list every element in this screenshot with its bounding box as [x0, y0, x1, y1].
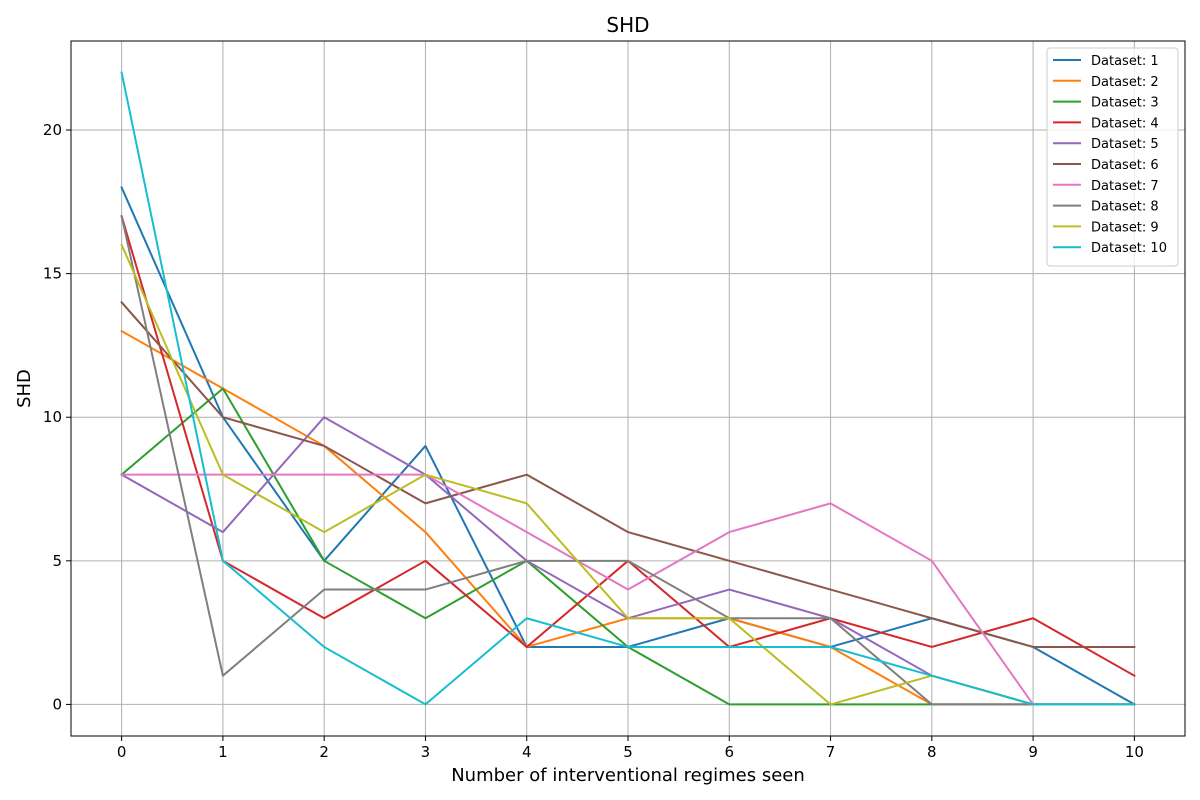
- legend: Dataset: 1 Dataset: 2 Dataset: 3 Dataset: 4…: [1046, 47, 1179, 267]
- axis-ticks: 0 1 2 3 4 5 6 7 8 9 10 0 5 10 15 20: [43, 121, 1144, 761]
- x-tick-label: 10: [1125, 743, 1144, 761]
- legend-label-6: Dataset: 6: [1091, 158, 1159, 173]
- x-tick-label: 7: [826, 743, 836, 761]
- x-tick-label: 2: [319, 743, 329, 761]
- legend-label-4: Dataset: 4: [1091, 116, 1159, 131]
- x-tick-label: 1: [218, 743, 228, 761]
- y-axis-label: SHD: [14, 369, 35, 408]
- series-line-6: [120, 300, 1136, 648]
- y-tick-label: 10: [43, 408, 62, 426]
- legend-label-1: Dataset: 1: [1091, 54, 1159, 69]
- y-tick-label: 15: [43, 265, 62, 283]
- x-tick-label: 8: [927, 743, 937, 761]
- legend-label-2: Dataset: 2: [1091, 75, 1159, 90]
- x-tick-label: 0: [117, 743, 127, 761]
- series-line-10: [120, 71, 1136, 706]
- y-tick-label: 5: [52, 552, 62, 570]
- legend-label-8: Dataset: 8: [1091, 200, 1159, 215]
- legend-label-7: Dataset: 7: [1091, 179, 1159, 194]
- series-line-7: [120, 473, 1136, 706]
- x-axis-label: Number of interventional regimes seen: [451, 765, 805, 786]
- legend-label-10: Dataset: 10: [1091, 241, 1167, 256]
- legend-label-5: Dataset: 5: [1091, 137, 1159, 152]
- x-tick-label: 6: [724, 743, 734, 761]
- x-tick-label: 9: [1028, 743, 1038, 761]
- y-tick-label: 20: [43, 121, 62, 139]
- x-tick-label: 5: [623, 743, 633, 761]
- x-tick-label: 3: [421, 743, 431, 761]
- legend-label-3: Dataset: 3: [1091, 96, 1159, 111]
- chart-title: SHD: [606, 13, 649, 37]
- legend-label-9: Dataset: 9: [1091, 220, 1159, 235]
- series-lines: [120, 71, 1136, 706]
- x-tick-label: 4: [522, 743, 532, 761]
- y-tick-label: 0: [52, 695, 62, 713]
